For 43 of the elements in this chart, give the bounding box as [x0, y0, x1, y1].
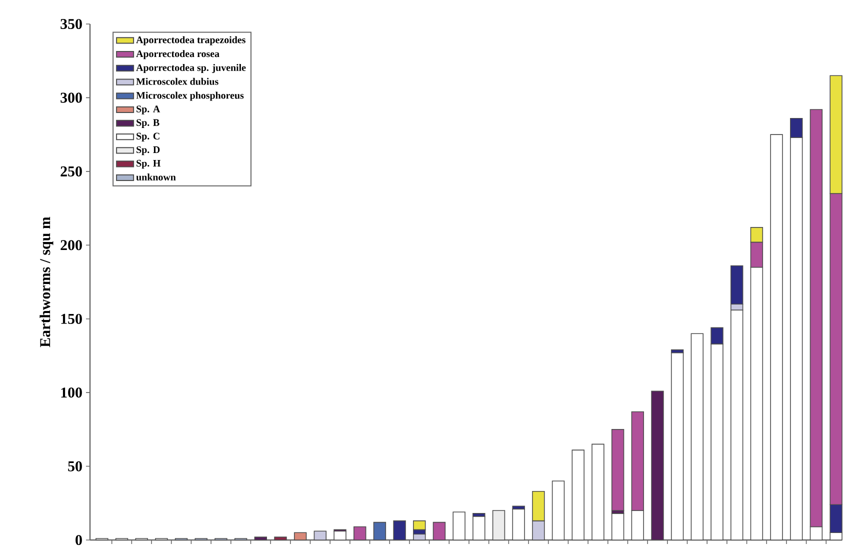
bar [512, 508, 525, 540]
bar [254, 536, 267, 540]
y-tick-label: 100 [61, 388, 82, 398]
bar [492, 510, 506, 540]
legend-label: Microscolex phosphoreus [136, 92, 244, 101]
legend-label: unknown [136, 173, 176, 181]
y-tick-label: 0 [76, 534, 82, 546]
bar [314, 530, 327, 540]
bar [432, 522, 446, 540]
legend-label: Sp. D [136, 146, 160, 156]
y-tick-label: 250 [60, 166, 82, 176]
bar [611, 513, 624, 540]
bar [452, 512, 466, 540]
legend-label: Sp. H [136, 160, 161, 169]
bar [670, 352, 684, 540]
bar [611, 429, 624, 511]
bar [354, 526, 366, 540]
bar [373, 522, 386, 540]
y-tick-label: 150 [61, 314, 82, 324]
bar [651, 390, 664, 540]
y-tick-label: 350 [60, 18, 82, 30]
bar [592, 444, 604, 540]
legend-label: Sp. B [136, 119, 160, 128]
legend-label: Microscolex dubius [136, 78, 218, 85]
bar [274, 536, 287, 540]
bar [393, 520, 406, 540]
legend-label: Aporrectodea sp. juvenile [136, 64, 246, 74]
y-tick-label: 50 [68, 461, 82, 472]
y-tick-label: 300 [60, 92, 82, 103]
bar [413, 520, 426, 530]
legend-label: Sp. C [136, 132, 160, 142]
bar [770, 134, 783, 540]
bar [572, 450, 584, 540]
y-tick-label: 200 [60, 240, 82, 250]
bar [690, 333, 704, 540]
legend-label: Aporrectodea trapezoides [136, 36, 246, 46]
bar [472, 516, 486, 540]
bar [294, 532, 307, 540]
legend-label: Aporrectodea rosea [136, 50, 220, 60]
legend-label: Sp. A [136, 106, 160, 114]
y-axis-title: Earthworms / squ m [40, 216, 54, 348]
bar [552, 480, 565, 540]
bar [334, 530, 346, 540]
